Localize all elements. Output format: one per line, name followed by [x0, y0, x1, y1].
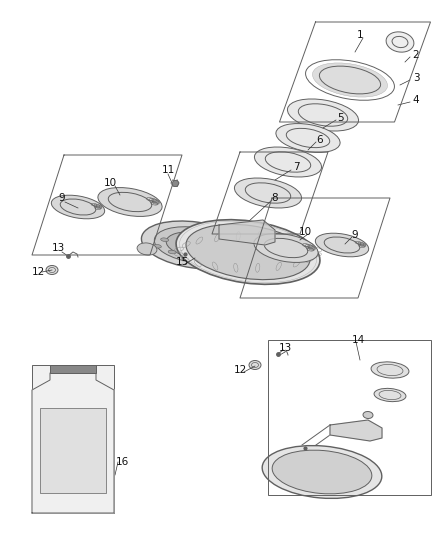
Text: 13: 13	[279, 343, 292, 353]
Ellipse shape	[276, 124, 340, 152]
Text: 9: 9	[352, 230, 358, 240]
Text: 16: 16	[115, 457, 129, 467]
Text: 14: 14	[351, 335, 364, 345]
Ellipse shape	[186, 235, 194, 238]
Text: 8: 8	[272, 193, 278, 203]
Ellipse shape	[371, 362, 409, 378]
Ellipse shape	[186, 224, 310, 280]
Bar	[40, 408, 106, 493]
Ellipse shape	[153, 245, 161, 248]
Ellipse shape	[254, 233, 318, 262]
Text: 1: 1	[357, 30, 363, 40]
Ellipse shape	[46, 265, 58, 274]
Ellipse shape	[229, 242, 237, 246]
Ellipse shape	[312, 63, 388, 97]
Ellipse shape	[287, 99, 359, 131]
Ellipse shape	[176, 220, 320, 284]
Ellipse shape	[196, 252, 204, 255]
Ellipse shape	[137, 243, 157, 255]
Polygon shape	[32, 373, 114, 513]
Text: 5: 5	[337, 113, 343, 123]
Polygon shape	[219, 220, 275, 245]
Bar	[32, 365, 114, 513]
Ellipse shape	[154, 227, 236, 263]
Ellipse shape	[161, 238, 169, 241]
Text: 10: 10	[298, 227, 311, 237]
Ellipse shape	[272, 450, 372, 494]
Ellipse shape	[214, 236, 222, 240]
Text: 12: 12	[32, 267, 45, 277]
Ellipse shape	[234, 178, 302, 208]
Text: 10: 10	[103, 178, 117, 188]
Text: 9: 9	[59, 193, 65, 203]
Text: 13: 13	[51, 243, 65, 253]
Bar	[50, 365, 96, 373]
Text: 2: 2	[413, 50, 419, 60]
Ellipse shape	[254, 147, 321, 177]
Text: 6: 6	[317, 135, 323, 145]
Polygon shape	[330, 420, 382, 441]
Ellipse shape	[233, 235, 253, 247]
Ellipse shape	[98, 188, 162, 216]
Text: 11: 11	[161, 165, 175, 175]
Text: 7: 7	[293, 162, 299, 172]
Text: 12: 12	[233, 365, 247, 375]
Ellipse shape	[51, 195, 105, 219]
Ellipse shape	[249, 360, 261, 369]
Ellipse shape	[374, 389, 406, 402]
Ellipse shape	[262, 446, 382, 498]
Text: 3: 3	[413, 73, 419, 83]
Ellipse shape	[315, 233, 369, 257]
Text: 4: 4	[413, 95, 419, 105]
Ellipse shape	[58, 473, 88, 493]
Ellipse shape	[168, 250, 176, 254]
Ellipse shape	[363, 411, 373, 418]
Text: 15: 15	[175, 257, 189, 267]
Ellipse shape	[386, 32, 414, 52]
Ellipse shape	[166, 232, 224, 258]
Ellipse shape	[221, 248, 230, 252]
Ellipse shape	[141, 221, 249, 269]
Bar	[268, 340, 431, 495]
